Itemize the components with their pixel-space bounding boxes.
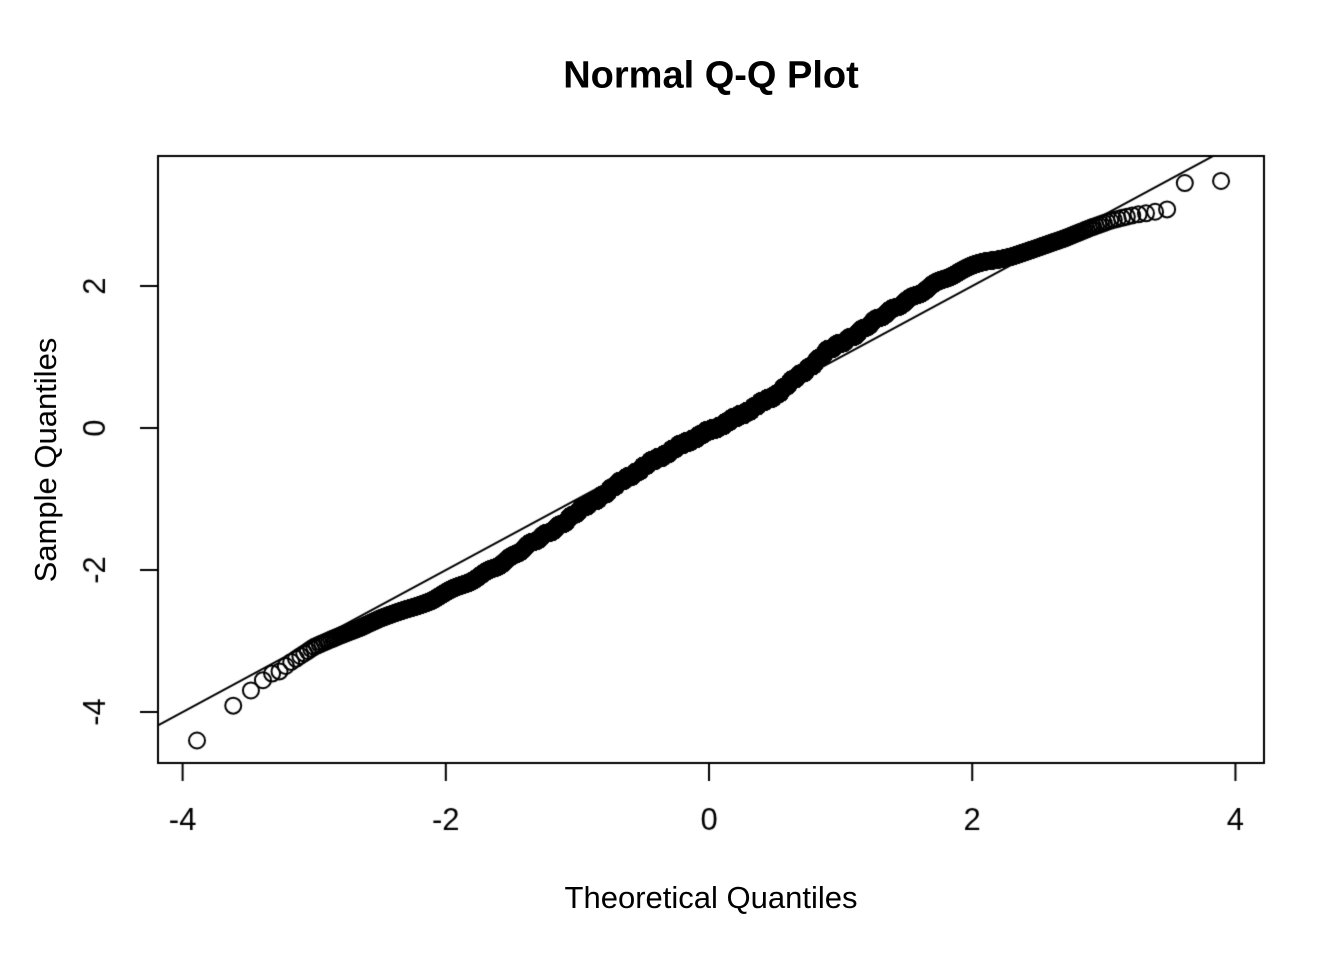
chart-title: Normal Q-Q Plot: [563, 54, 859, 97]
y-axis-label: Sample Quantiles: [28, 337, 63, 583]
x-axis-label: Theoretical Quantiles: [564, 880, 858, 915]
